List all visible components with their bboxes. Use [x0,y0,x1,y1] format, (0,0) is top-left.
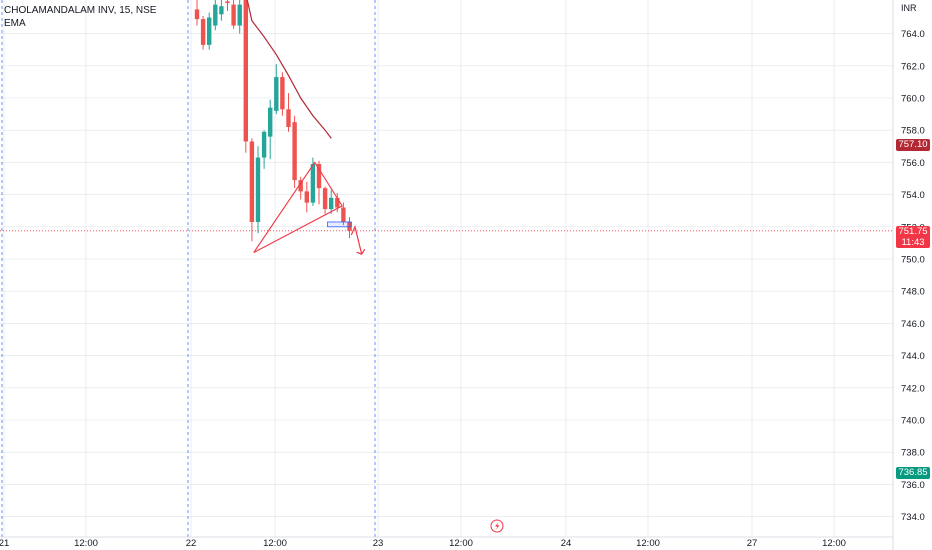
candle-body [255,157,261,222]
ema-polyline [246,0,332,139]
x-tick-label: 12:00 [263,538,287,549]
y-tick-label: 736.0 [901,480,925,491]
candle-body [304,191,309,203]
support-zone-box [327,221,352,228]
symbol-title[interactable]: CHOLAMANDALAM INV, 15, NSE [4,5,157,16]
y-tick-label: 750.0 [901,255,925,266]
ema-price-tag: 757.10 [896,139,930,151]
last-price-value: 751.75 [898,226,928,237]
y-tick-label: 734.0 [901,512,925,523]
candles [194,0,352,242]
candle-body [243,0,248,142]
x-tick-label: 24 [561,538,572,549]
candle-body [225,1,230,4]
x-tick-label: 12:00 [74,538,98,549]
ema-indicator-label[interactable]: EMA [4,17,156,30]
last-price-tag: 751.75 11:43 [896,226,930,248]
candle-body [298,180,303,192]
y-tick-label: 762.0 [901,61,925,72]
x-tick-label: 22 [186,538,197,549]
chart-legend: CHOLAMANDALAM INV, 15, NSE EMA [4,4,156,30]
low-mark-tag: 736.85 [896,467,930,479]
bar-countdown: 11:43 [901,237,925,248]
candle-body [194,9,200,20]
candle-body [310,164,316,203]
y-tick-label: 764.0 [901,29,925,40]
drawings[interactable] [253,161,366,255]
candle-body [286,109,291,127]
y-tick-label: 742.0 [901,383,925,394]
candle-body [316,164,322,189]
candle-body [213,4,218,26]
y-tick-label: 754.0 [901,190,925,201]
y-tick-label: 760.0 [901,94,925,105]
y-tick-label: 738.0 [901,448,925,459]
candle-body [329,197,334,210]
session-separators [1,0,376,537]
projection-arrowhead [356,248,366,255]
y-tick-label: 740.0 [901,416,925,427]
currency-label: INR [901,3,917,13]
candle-body [322,188,328,210]
x-tick-label: 12:00 [449,538,473,549]
x-tick-label: 12:00 [822,538,846,549]
candle-body [249,141,255,222]
candle-body [268,107,273,137]
ema-label: EMA [4,18,26,29]
candle-body [335,197,340,208]
candle-body [341,207,346,222]
x-tick-label: 21 [0,538,9,549]
candle-body [347,221,352,231]
x-tick-label: 23 [373,538,384,549]
triangle-pattern [253,161,343,254]
x-tick-label: 27 [747,538,758,549]
ema-line [246,0,332,139]
time-axis[interactable]: 21 12:00 22 12:00 23 12:00 24 12:00 27 12:00 [0,538,846,549]
candle-body [280,77,285,110]
candle-body [219,6,224,15]
y-tick-label: 746.0 [901,319,925,330]
grid [0,0,893,537]
candle-body [237,4,242,26]
candle-body [200,19,206,45]
candle-body [207,17,212,45]
candle-body [231,4,236,26]
candle-body [261,131,267,158]
candle-body [274,77,279,111]
x-tick-label: 12:00 [636,538,660,549]
y-tick-label: 748.0 [901,287,925,298]
y-tick-label: 756.0 [901,158,925,169]
y-tick-label: 758.0 [901,126,925,137]
lightning-icon[interactable] [490,519,504,533]
candle-body [292,122,297,181]
y-tick-label: 744.0 [901,351,925,362]
projection-path [350,224,363,255]
